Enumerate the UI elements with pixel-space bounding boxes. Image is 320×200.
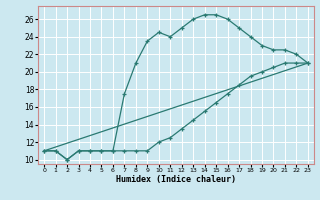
X-axis label: Humidex (Indice chaleur): Humidex (Indice chaleur)	[116, 175, 236, 184]
